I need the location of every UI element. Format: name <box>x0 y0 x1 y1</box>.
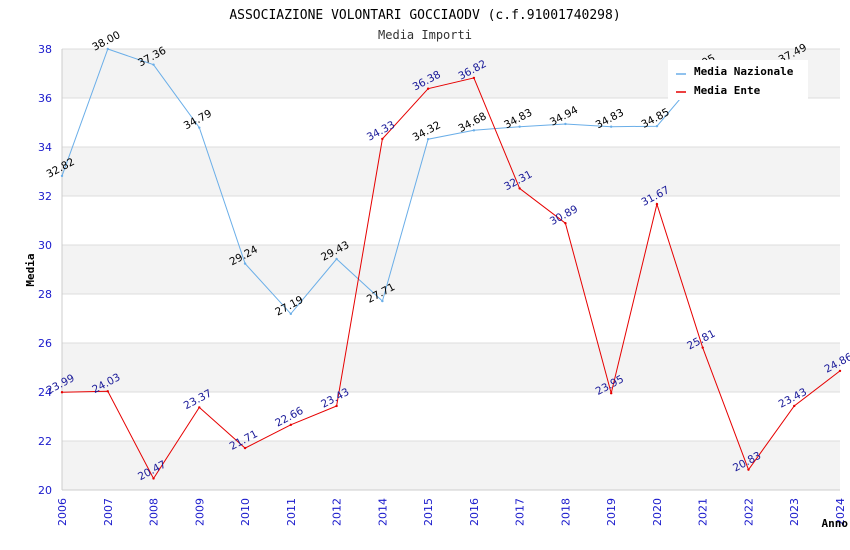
data-point <box>198 126 201 129</box>
data-point <box>243 262 247 265</box>
legend-label-media-ente: Media Ente <box>694 84 761 97</box>
x-tick-label: 2021 <box>697 498 710 526</box>
x-tick-label: 2016 <box>468 498 481 526</box>
data-point <box>198 406 201 409</box>
grid-band <box>62 343 840 392</box>
x-tick-label: 2024 <box>834 498 847 526</box>
data-point <box>426 87 430 90</box>
y-tick-label: 24 <box>38 386 52 399</box>
y-tick-label: 30 <box>38 239 52 252</box>
x-tick-label: 2022 <box>742 498 755 526</box>
data-point <box>655 202 659 206</box>
x-tick-label: 2007 <box>102 498 115 526</box>
data-point <box>106 390 109 393</box>
x-tick-label: 2017 <box>514 498 527 526</box>
y-axis-ticks: 20 22 24 26 28 30 32 34 36 38 <box>38 43 52 497</box>
x-tick-label: 2018 <box>559 498 572 526</box>
grid-band <box>62 98 840 147</box>
series-lines <box>60 47 842 480</box>
data-point <box>655 124 659 128</box>
data-point <box>564 221 567 225</box>
chart-title: ASSOCIAZIONE VOLONTARI GOCCIAODV (c.f.91… <box>229 8 620 23</box>
data-point <box>335 257 338 261</box>
x-tick-label: 2012 <box>331 498 344 526</box>
grid-band <box>62 245 840 294</box>
data-point <box>106 47 109 51</box>
data-point <box>518 125 521 128</box>
y-tick-label: 22 <box>38 435 52 448</box>
chart-subtitle: Media Importi <box>378 28 472 42</box>
y-tick-label: 38 <box>38 43 52 56</box>
data-point <box>289 312 293 316</box>
y-tick-label: 34 <box>38 141 52 154</box>
data-point <box>243 446 247 450</box>
x-tick-label: 2009 <box>193 498 206 526</box>
series-line-media-ente <box>61 77 841 480</box>
x-tick-label: 2015 <box>422 498 435 526</box>
data-point <box>701 346 704 349</box>
grid-band <box>62 196 840 245</box>
data-point <box>609 125 613 128</box>
data-point <box>152 63 155 66</box>
legend-box <box>668 60 808 100</box>
data-point <box>518 187 521 190</box>
data-point <box>793 404 796 408</box>
data-point <box>609 392 613 395</box>
data-point <box>335 404 338 408</box>
x-axis-label: Anno <box>822 517 849 530</box>
grid-band <box>62 294 840 343</box>
data-point <box>426 137 430 141</box>
x-tick-label: 2020 <box>651 498 664 526</box>
data-point <box>381 299 384 303</box>
grid-band <box>62 441 840 490</box>
data-point <box>472 76 476 80</box>
y-tick-label: 32 <box>38 190 52 203</box>
y-tick-label: 28 <box>38 288 52 301</box>
grid-bands <box>62 49 840 490</box>
grid-band <box>62 147 840 196</box>
x-axis-ticks: 2006 2007 2008 2009 2010 2011 2012 2014 2015 2016… <box>56 498 847 526</box>
y-axis-label: Media <box>24 253 37 286</box>
data-point <box>60 174 64 178</box>
data-point <box>152 477 155 480</box>
x-tick-label: 2019 <box>605 498 618 526</box>
data-point <box>564 122 567 126</box>
data-point <box>472 129 476 132</box>
data-point <box>838 369 842 373</box>
legend: Media Nazionale Media Ente <box>668 60 808 100</box>
y-tick-label: 26 <box>38 337 52 350</box>
data-point <box>289 423 293 427</box>
x-tick-label: 2011 <box>285 498 298 526</box>
data-point <box>60 391 64 394</box>
x-tick-label: 2023 <box>788 498 801 526</box>
legend-label-media-nazionale: Media Nazionale <box>694 65 794 78</box>
grid-band <box>62 392 840 441</box>
x-tick-label: 2008 <box>148 498 161 526</box>
x-tick-label: 2010 <box>239 498 252 526</box>
x-tick-label: 2006 <box>56 498 69 526</box>
grid-lines <box>61 48 840 491</box>
x-tick-label: 2014 <box>376 498 389 526</box>
y-tick-label: 20 <box>38 484 52 497</box>
data-point <box>381 137 384 141</box>
y-tick-label: 36 <box>38 92 52 105</box>
data-point <box>747 468 750 471</box>
